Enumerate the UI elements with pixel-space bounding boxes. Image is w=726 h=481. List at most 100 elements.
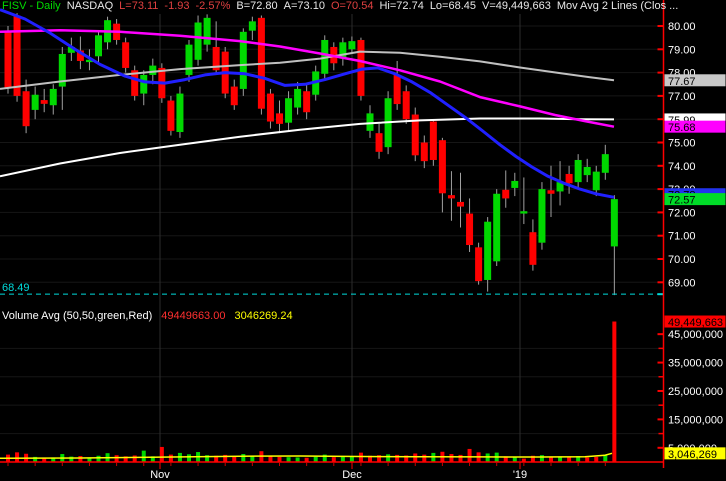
- candle-body: [583, 166, 591, 176]
- candle-body: [248, 21, 256, 31]
- price-tick-label: 74.00: [668, 161, 696, 173]
- candle-body: [447, 195, 455, 199]
- candle-body: [547, 190, 555, 194]
- ma-gray: [0, 50, 615, 90]
- quote-change-percent: -2.57%: [195, 0, 231, 12]
- quote-high: Hi=72.74: [379, 0, 424, 12]
- price-tick-label: 70.00: [668, 254, 696, 266]
- candle-body: [76, 50, 84, 61]
- price-tick-label: 72.00: [668, 207, 696, 219]
- candle-body: [457, 201, 464, 207]
- candle-body: [22, 91, 30, 127]
- candle-body: [493, 193, 501, 262]
- ma-white: [0, 117, 615, 178]
- price-tick-label: 79.00: [668, 44, 696, 56]
- candle-body: [176, 93, 184, 133]
- volume-bar: [223, 454, 228, 462]
- candle-body: [140, 74, 148, 94]
- candle-body: [484, 221, 492, 280]
- volume-average-value: 3046269.24: [234, 310, 293, 322]
- volume-bar: [331, 457, 336, 462]
- volume-bar: [15, 452, 20, 462]
- gridlines: [0, 14, 663, 461]
- candle-body: [420, 142, 428, 162]
- volume-axis: 45,000,000 35,000,000 25,000,000 15,000,000…: [657, 329, 723, 455]
- ma-magenta-badge-text: 75.68: [668, 122, 696, 134]
- price-tick-label: 75.00: [668, 138, 696, 150]
- candle-body: [556, 182, 564, 192]
- ma-gray-badge-text: 77.67: [668, 76, 696, 88]
- month-label: Dec: [342, 469, 362, 481]
- candle-body: [95, 35, 102, 57]
- candle-body: [402, 91, 410, 120]
- candle-body: [285, 98, 293, 123]
- volume-bar: [322, 454, 327, 462]
- quote-open: O=70.54: [330, 0, 374, 12]
- candle-body: [203, 17, 211, 45]
- candle-body: [212, 46, 220, 71]
- candle-body: [610, 199, 618, 247]
- candle-body: [393, 74, 401, 105]
- quote-bid: B=72.80: [236, 0, 278, 12]
- quote-study-label: Mov Avg 2 Lines (Clos ...: [556, 0, 679, 12]
- price-tick-label: 69.00: [668, 277, 696, 289]
- candle-body: [194, 22, 202, 60]
- candle-body: [85, 59, 93, 63]
- candle-body: [601, 154, 609, 173]
- volume-bar: [612, 321, 617, 462]
- candle-body: [511, 180, 519, 188]
- candle-body: [167, 100, 175, 131]
- ma-magenta-badge: [664, 120, 726, 133]
- price-tick-label: 71.00: [668, 231, 696, 243]
- candle-body: [538, 189, 546, 243]
- volume-bar: [114, 455, 119, 462]
- volume-tick-label: 25,000,000: [668, 386, 723, 398]
- candle-body: [230, 86, 238, 106]
- volume-bar: [549, 456, 553, 462]
- candle-body: [348, 41, 356, 50]
- volume-bar: [187, 454, 191, 462]
- volume-bar: [358, 452, 363, 462]
- candle-body: [438, 140, 446, 194]
- volume-bar: [512, 457, 517, 462]
- volume-bar: [413, 453, 418, 462]
- volume-avg-line: [0, 452, 613, 460]
- candle-body: [475, 247, 483, 282]
- volume-bar: [286, 457, 291, 462]
- candle-body: [239, 31, 247, 89]
- candle-body: [40, 100, 48, 104]
- volume-bar: [313, 456, 318, 462]
- candle-body: [276, 113, 283, 124]
- candle-body: [366, 113, 374, 131]
- volume-bar: [558, 456, 563, 462]
- volume-bar: [521, 458, 526, 462]
- axis-frame: Nov Dec '19: [0, 0, 665, 481]
- quote-symbol-timeframe: FISV - Daily: [2, 0, 61, 12]
- volume-bar: [449, 454, 454, 462]
- candle-body: [13, 15, 21, 96]
- volume-bar: [132, 455, 137, 462]
- volume-bar: [503, 456, 508, 462]
- ma-lines-layer: [0, 8, 615, 199]
- volume-bars-layer: [6, 321, 617, 462]
- volume-bar: [530, 455, 535, 462]
- candle-body: [294, 88, 302, 108]
- candle-body: [131, 70, 139, 96]
- volume-badges: 49,449,663 3,046,269: [664, 315, 726, 461]
- candle-body: [185, 44, 193, 75]
- candle-body: [529, 232, 537, 265]
- volume-bar: [33, 456, 38, 462]
- ma-magenta: [0, 28, 615, 128]
- volume-spike-badge-text: 49,449,663: [668, 317, 723, 329]
- candle-body: [122, 42, 130, 68]
- ma-blue: [0, 8, 615, 199]
- quote-change: -1.93: [164, 0, 190, 12]
- volume-avg-badge: [664, 447, 726, 460]
- candle-body: [429, 121, 437, 160]
- candle-body: [574, 159, 582, 183]
- candle-body: [49, 88, 57, 106]
- volume-bar: [467, 448, 472, 462]
- candle-body: [67, 46, 75, 53]
